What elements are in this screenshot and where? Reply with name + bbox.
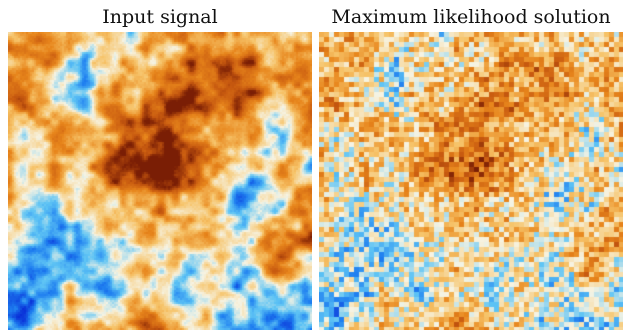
input-signal-title: Input signal <box>102 6 218 28</box>
ml-solution-title: Maximum likelihood solution <box>331 6 611 28</box>
input-signal-panel: Input signal <box>8 0 312 332</box>
input-signal-map <box>8 32 312 330</box>
ml-solution-panel: Maximum likelihood solution <box>319 0 623 332</box>
ml-solution-map <box>319 32 623 330</box>
